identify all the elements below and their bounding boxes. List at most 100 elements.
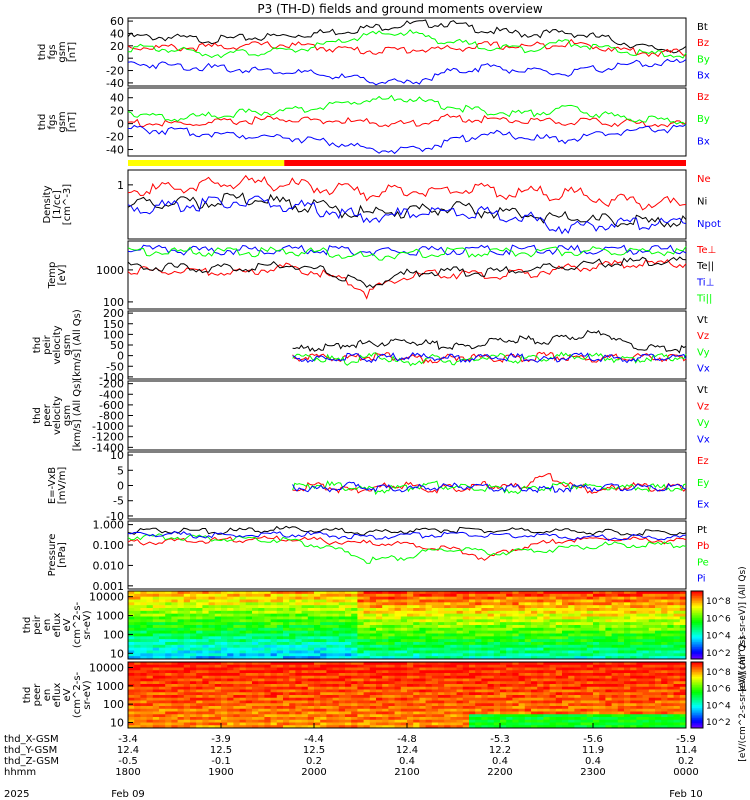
spectrogram-cell <box>500 700 507 704</box>
spectrogram-cell <box>500 714 507 718</box>
spectrogram-cell <box>673 714 681 718</box>
series-line-pe <box>127 533 687 564</box>
spectrogram-cell <box>574 700 582 704</box>
spectrogram-cell <box>524 613 532 617</box>
spectrogram-cell <box>363 678 371 682</box>
spectrogram-cell <box>363 650 371 654</box>
spectrogram-cell <box>543 613 551 617</box>
spectrogram-cell <box>624 630 631 634</box>
spectrogram-cell <box>388 642 396 646</box>
spectrogram-cell <box>667 686 675 690</box>
spectrogram-cell <box>407 711 414 715</box>
spectrogram-cell <box>673 673 681 677</box>
spectrogram-cell <box>202 642 210 646</box>
spectrogram-cell <box>462 593 470 598</box>
spectrogram-cell <box>382 686 389 690</box>
spectrogram-cell <box>345 636 352 640</box>
spectrogram-cell <box>196 599 203 603</box>
series-line-vx <box>292 351 687 364</box>
spectrogram-cell <box>376 596 383 600</box>
spectrogram-cell <box>518 636 526 640</box>
spectrogram-cell <box>673 616 681 620</box>
spectrogram-cell <box>661 622 668 626</box>
spectrogram-cell <box>301 667 309 671</box>
spectrogram-cell <box>140 644 148 649</box>
spectrogram-cell <box>307 642 315 646</box>
spectrogram-cell <box>128 616 135 620</box>
spectrogram-cell <box>245 689 253 693</box>
spectrogram-cell <box>469 642 476 646</box>
spectrogram-cell <box>140 678 148 682</box>
spectrogram-cell <box>351 616 358 620</box>
spectrogram-cell <box>493 697 501 701</box>
spectrogram-cell <box>450 722 458 726</box>
spectrogram-cell <box>624 605 631 609</box>
y-axis-label: E=-VxB[mV/m] <box>47 467 68 505</box>
spectrogram-cell <box>438 613 445 617</box>
y-tick-label: 100 <box>103 698 124 711</box>
spectrogram-cell <box>134 633 141 637</box>
spectrogram-cell <box>190 613 197 617</box>
spectrogram-cell <box>227 703 234 707</box>
spectrogram-cell <box>363 630 371 634</box>
time-axis-value: -0.5 <box>118 756 138 767</box>
spectrogram-cell <box>419 602 427 606</box>
spectrogram-cell <box>289 670 296 674</box>
spectrogram-cell <box>208 692 216 696</box>
spectrogram-cell <box>667 711 675 715</box>
spectrogram-cell <box>363 625 371 629</box>
spectrogram-cell <box>345 689 352 693</box>
spectrogram-cell <box>357 686 365 690</box>
spectrogram-cell <box>146 625 154 629</box>
spectrogram-cell <box>320 725 327 729</box>
spectrogram-cell <box>462 703 470 707</box>
spectrogram-cell <box>289 703 296 707</box>
spectrogram-cell <box>338 619 346 623</box>
spectrogram-cell <box>289 686 296 690</box>
spectrogram-cell <box>326 625 334 629</box>
spectrogram-cell <box>679 650 687 654</box>
y-tick-label: -10 <box>106 510 124 523</box>
spectrogram-cell <box>444 722 451 726</box>
y-tick-label: -20 <box>106 65 124 78</box>
spectrogram-cell <box>233 625 241 629</box>
spectrogram-cell <box>140 625 148 629</box>
spectrogram-cell <box>388 630 396 634</box>
spectrogram-cell <box>456 662 464 666</box>
spectrogram-cell <box>431 622 439 626</box>
spectrogram-cell <box>363 686 371 690</box>
spectrogram-cell <box>537 706 544 710</box>
spectrogram-cell <box>252 689 259 693</box>
spectrogram-cell <box>543 591 551 595</box>
spectrogram-cell <box>221 656 228 660</box>
spectrogram-cell <box>400 636 408 640</box>
spectrogram-cell <box>624 644 631 649</box>
spectrogram-cell <box>183 664 191 668</box>
spectrogram-cell <box>562 636 569 640</box>
time-axis-value: 2200 <box>487 767 512 778</box>
spectrogram-cell <box>382 605 389 609</box>
spectrogram-cell <box>400 692 408 696</box>
spectrogram-cell <box>655 633 662 637</box>
spectrogram-cell <box>301 636 309 640</box>
spectrogram-cell <box>314 613 321 617</box>
spectrogram-cell <box>165 605 172 609</box>
spectrogram-cell <box>233 673 241 677</box>
spectrogram-cell <box>338 602 346 606</box>
spectrogram-cell <box>630 722 637 726</box>
spectrogram-cell <box>624 678 631 682</box>
spectrogram-cell <box>394 599 402 603</box>
spectrogram-cell <box>642 689 650 693</box>
spectrogram-cell <box>543 703 551 707</box>
spectrogram-cell <box>221 653 228 657</box>
spectrogram-cell <box>568 684 575 688</box>
legend-label: By <box>697 54 710 65</box>
spectrogram-cell <box>270 642 278 646</box>
spectrogram-cell <box>239 653 247 657</box>
spectrogram-cell <box>388 644 396 649</box>
spectrogram-cell <box>431 642 439 646</box>
spectrogram-cell <box>239 627 247 632</box>
spectrogram-cell <box>221 596 228 600</box>
spectrogram-cell <box>363 610 371 615</box>
spectrogram-cell <box>214 616 222 620</box>
